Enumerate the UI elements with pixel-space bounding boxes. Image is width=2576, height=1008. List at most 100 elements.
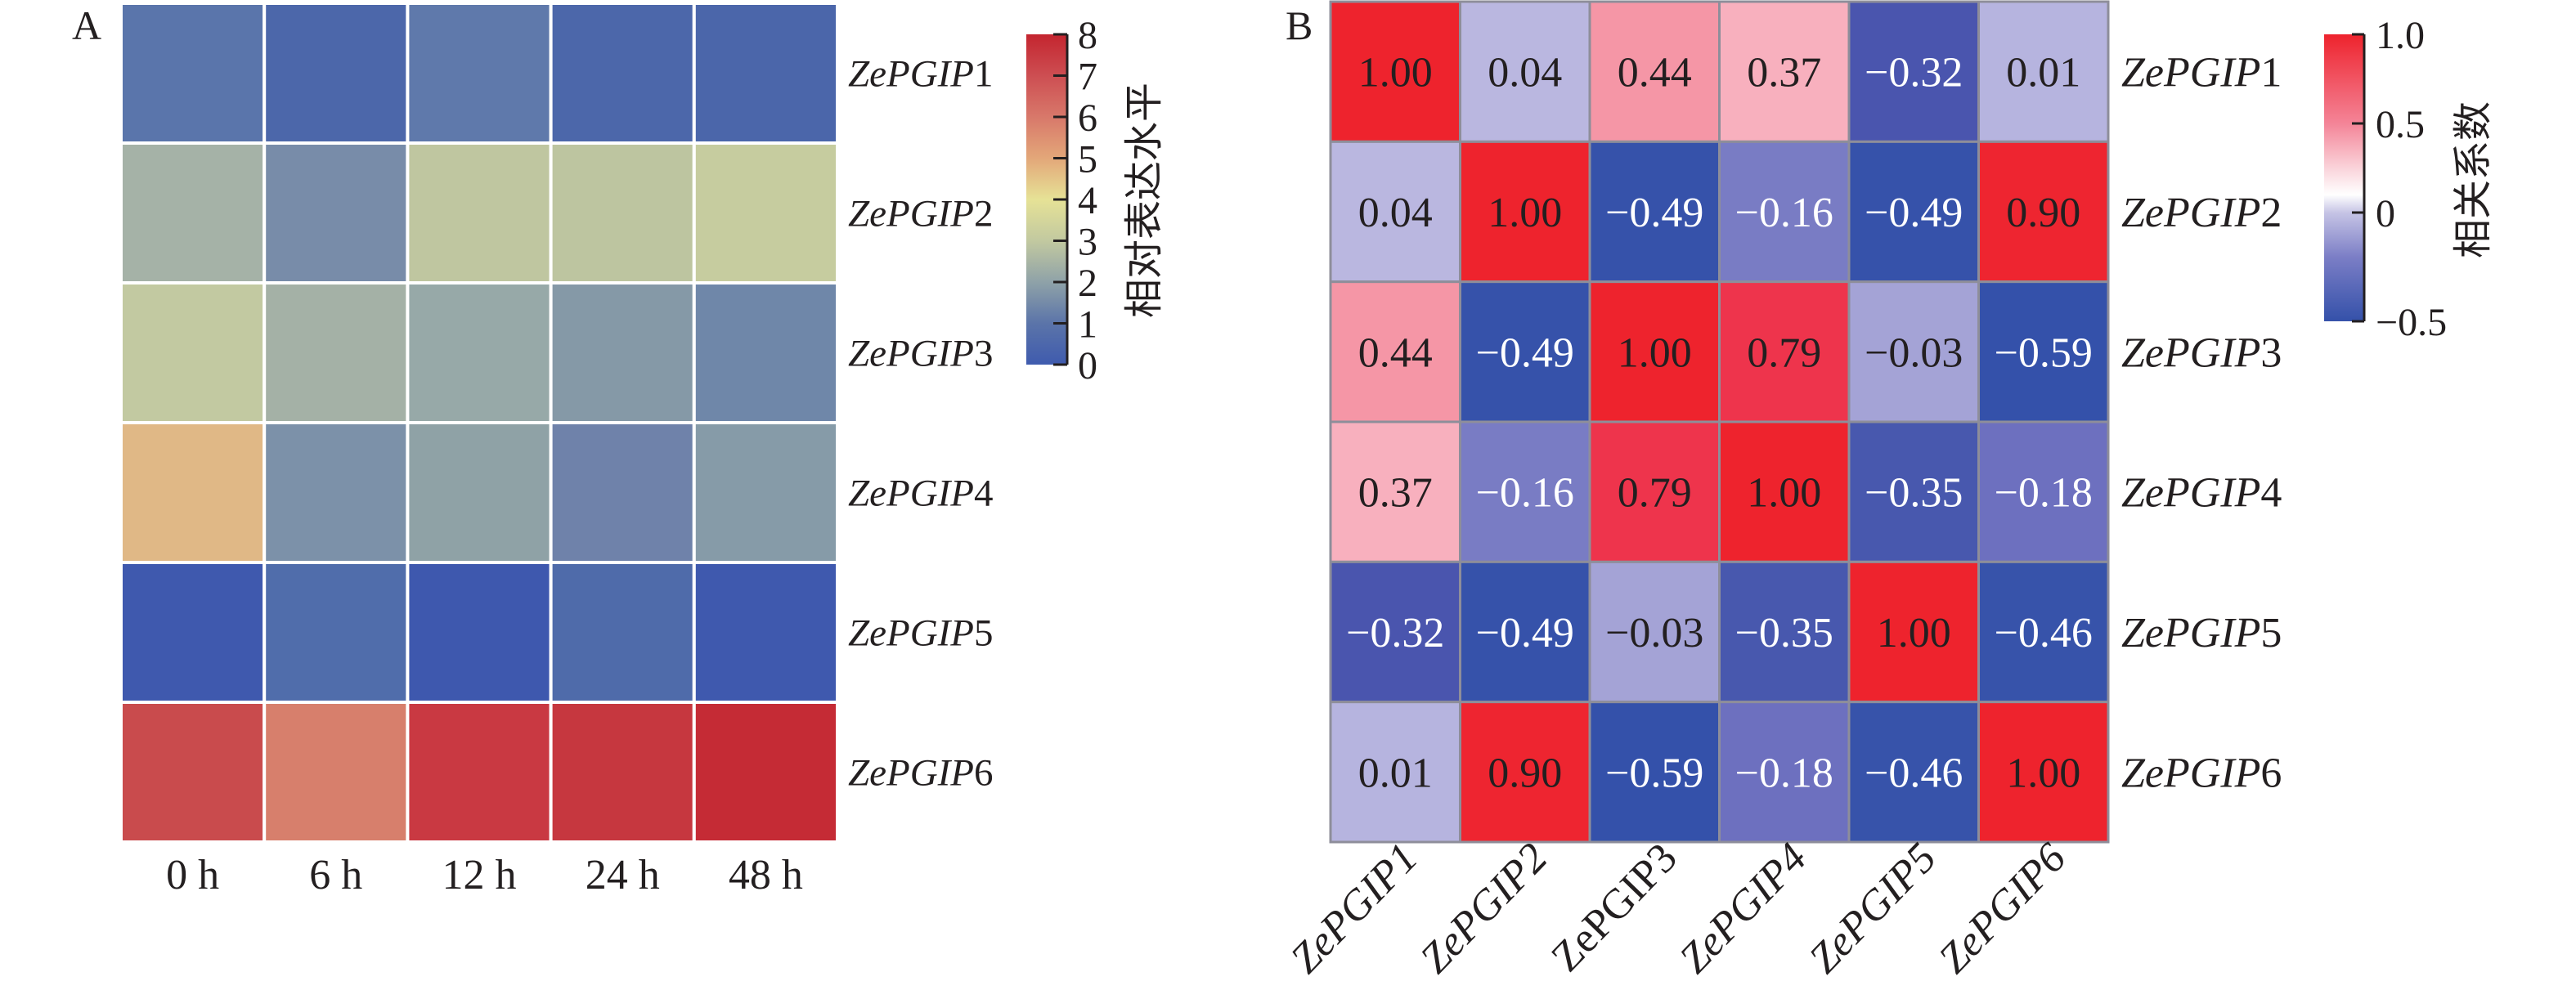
row-label: ZePGIP2 [2121, 190, 2282, 236]
panel-a-column-labels: 0 h 6 h 12 h 24 h 48 h [166, 852, 803, 898]
heatmap-cell [692, 561, 839, 704]
cell-value-label: 1.00 [2006, 750, 2080, 796]
heatmap-cell [692, 701, 839, 844]
row-label: ZePGIP5 [2121, 610, 2282, 656]
heatmap-cell [1977, 701, 2110, 844]
row-label: ZePGIP6 [2121, 750, 2282, 796]
heatmap-cell [1329, 701, 1461, 844]
row-label: ZePGIP3 [2121, 329, 2282, 376]
cell-value-label: 0.90 [1488, 750, 1562, 796]
column-label: ZePGIP6 [1930, 835, 2075, 983]
panel-b-colorbar: 1.0 0.5 0 −0.5 相关系数 [2324, 14, 2495, 344]
panel-a: A ZePGIP1ZePGIP2ZePGIP3ZePGIP4ZePGIP5ZeP… [72, 2, 1166, 898]
heatmap-cell [549, 141, 696, 284]
heatmap-cell [1847, 280, 1980, 423]
heatmap-cell [1459, 420, 1591, 563]
heatmap-cell [1977, 0, 2110, 143]
column-label: 12 h [442, 852, 517, 898]
cell-value-label: 1.00 [1747, 470, 1821, 517]
cell-value-label: 1.00 [1618, 329, 1692, 376]
row-label: ZePGIP3 [848, 333, 994, 375]
cell-value-label: 1.00 [1877, 610, 1951, 656]
heatmap-cell [549, 421, 696, 564]
panel-b-label: B [1286, 2, 1313, 48]
heatmap-cell [1588, 420, 1721, 563]
cell-value-label: −0.16 [1476, 470, 1574, 517]
cell-value-label: 0.79 [1618, 470, 1692, 517]
heatmap-cell [1847, 420, 1980, 563]
panel-b: B 1.00 0.04 0.44 0.37 −0.32 0.010.04 1.00 −0.49… [1281, 0, 2495, 983]
heatmap-cell [1588, 280, 1721, 423]
cell-value-label: 0.04 [1358, 190, 1433, 236]
cell-value-label: −0.59 [1605, 750, 1703, 796]
heatmap-cell [1977, 280, 2110, 423]
panel-a-label: A [72, 2, 101, 48]
heatmap-cell [549, 2, 696, 145]
colorbar-tick-label: 6 [1078, 96, 1097, 140]
heatmap-cell [263, 2, 410, 145]
cell-value-label: −0.49 [1865, 190, 1963, 236]
colorbar-tick-label: 3 [1078, 221, 1097, 264]
row-label: ZePGIP6 [848, 752, 994, 795]
heatmap-cell [1329, 420, 1461, 563]
colorbar-tick-label: 5 [1078, 138, 1097, 181]
cell-value-label: 0.44 [1358, 329, 1433, 376]
heatmap-cell [119, 2, 267, 145]
heatmap-cell [692, 281, 839, 424]
row-label: ZePGIP1 [2121, 50, 2282, 96]
row-label: ZePGIP4 [2121, 470, 2282, 517]
colorbar-tick-label: 2 [1078, 262, 1097, 305]
heatmap-cell [119, 561, 267, 704]
heatmap-cell [1718, 0, 1851, 143]
heatmap-cell [1588, 140, 1721, 284]
heatmap-cell [1588, 560, 1721, 704]
column-label: 48 h [729, 852, 803, 898]
cell-value-label: −0.18 [1995, 470, 2093, 517]
cell-value-label: 0.37 [1747, 50, 1821, 96]
cell-value-label: 1.00 [1358, 50, 1433, 96]
cell-value-label: −0.32 [1865, 50, 1963, 96]
panel-a-row-labels: ZePGIP1 ZePGIP2 ZePGIP3 ZePGIP4 ZePGIP5 ZePGI… [848, 53, 994, 795]
heatmap-cell [263, 561, 410, 704]
cell-value-label: −0.35 [1865, 470, 1963, 517]
colorbar-tick-label: 7 [1078, 56, 1097, 99]
heatmap-cell [1977, 420, 2110, 563]
heatmap-cell [406, 281, 553, 424]
panel-b-heatmap-cells: 1.00 0.04 0.44 0.37 −0.32 0.01 0.04 1.00 −0.49 −0… [1329, 0, 2110, 844]
cell-value-label: 0.01 [1358, 750, 1433, 796]
cell-value-label: 0.37 [1358, 470, 1433, 517]
heatmap-cell [692, 2, 839, 145]
heatmap-cell [1718, 140, 1851, 284]
heatmap-cell [549, 701, 696, 844]
heatmap-cell [119, 701, 267, 844]
cell-value-label: −0.59 [1995, 329, 2093, 376]
colorbar-tick-label: −0.5 [2376, 301, 2447, 344]
cell-value-label: 0.01 [2006, 50, 2080, 96]
heatmap-cell [406, 141, 553, 284]
colorbar-tick-label: 1 [1078, 303, 1097, 347]
heatmap-cell [263, 421, 410, 564]
panel-b-row-labels: ZePGIP1 ZePGIP2 ZePGIP3 ZePGIP4 ZePGIP5 ZePGI… [2121, 50, 2282, 797]
heatmap-cell [1329, 0, 1461, 143]
heatmap-cell [1847, 0, 1980, 143]
heatmap-cell [263, 701, 410, 844]
panel-a-heatmap-cells [119, 2, 839, 844]
cell-value-label: −0.49 [1476, 610, 1574, 656]
heatmap-cell [406, 2, 553, 145]
cell-value-label: 1.00 [1488, 190, 1562, 236]
row-label: ZePGIP2 [848, 193, 994, 235]
heatmap-cell [549, 561, 696, 704]
cell-value-label: −0.03 [1865, 329, 1963, 376]
colorbar-tick-label: 8 [1078, 14, 1097, 57]
column-label: ZePGIP1 [1281, 835, 1426, 983]
colorbar-tick-label: 1.0 [2376, 14, 2425, 57]
colorbar-tick-label: 4 [1078, 179, 1097, 222]
heatmap-cell [549, 281, 696, 424]
panel-b-colorbar-title: 相关系数 [2452, 101, 2495, 258]
heatmap-cell [1718, 420, 1851, 563]
heatmap-cell [119, 421, 267, 564]
cell-value-label: −0.32 [1346, 610, 1444, 656]
